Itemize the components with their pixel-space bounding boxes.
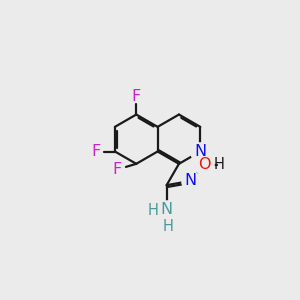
Text: F: F bbox=[132, 89, 141, 104]
Text: N: N bbox=[185, 173, 197, 188]
Text: F: F bbox=[92, 144, 101, 159]
Text: N: N bbox=[194, 144, 206, 159]
Point bbox=[188, 178, 193, 183]
Text: H: H bbox=[214, 157, 224, 172]
Point bbox=[164, 207, 169, 212]
Text: H: H bbox=[148, 203, 159, 218]
Point bbox=[198, 149, 203, 154]
Text: N: N bbox=[160, 202, 173, 217]
Text: F: F bbox=[112, 162, 122, 177]
Point bbox=[202, 162, 207, 167]
Text: H: H bbox=[163, 219, 174, 234]
Text: O: O bbox=[198, 157, 211, 172]
